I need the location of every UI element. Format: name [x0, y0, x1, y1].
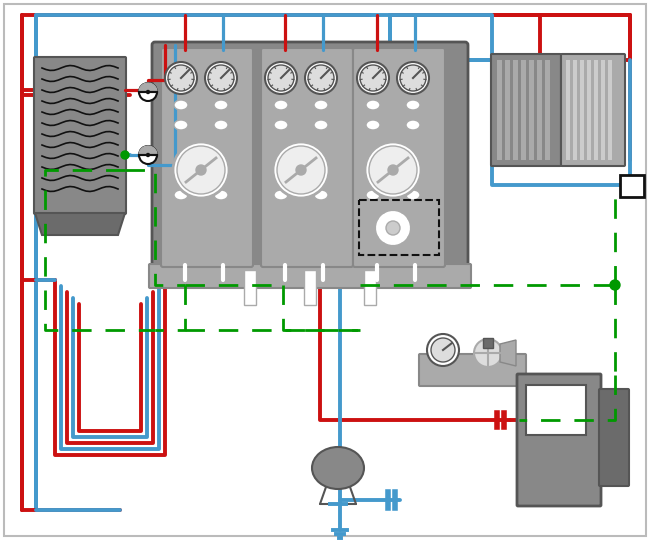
- Circle shape: [146, 91, 150, 93]
- Circle shape: [205, 62, 237, 94]
- Circle shape: [265, 62, 297, 94]
- Circle shape: [427, 334, 459, 366]
- Polygon shape: [139, 83, 157, 92]
- Ellipse shape: [274, 100, 288, 110]
- Ellipse shape: [314, 190, 328, 200]
- Polygon shape: [139, 146, 157, 155]
- FancyBboxPatch shape: [34, 57, 126, 214]
- Bar: [608, 60, 612, 160]
- Circle shape: [268, 65, 294, 91]
- FancyBboxPatch shape: [152, 42, 468, 273]
- Circle shape: [165, 62, 197, 94]
- FancyBboxPatch shape: [419, 354, 526, 386]
- Circle shape: [400, 65, 426, 91]
- Ellipse shape: [366, 190, 380, 200]
- Circle shape: [121, 151, 129, 159]
- Ellipse shape: [366, 170, 380, 180]
- Bar: [364, 270, 376, 305]
- Bar: [521, 60, 526, 160]
- Ellipse shape: [312, 447, 364, 489]
- Ellipse shape: [174, 100, 188, 110]
- Circle shape: [431, 338, 455, 362]
- Ellipse shape: [174, 170, 188, 180]
- Bar: [526, 385, 586, 435]
- Ellipse shape: [406, 100, 420, 110]
- Circle shape: [196, 165, 206, 175]
- Ellipse shape: [214, 190, 228, 200]
- Polygon shape: [35, 213, 125, 235]
- Ellipse shape: [406, 120, 420, 130]
- Bar: [505, 60, 510, 160]
- Bar: [513, 60, 518, 160]
- Circle shape: [357, 62, 389, 94]
- Bar: [483, 338, 493, 348]
- Bar: [244, 270, 256, 305]
- FancyBboxPatch shape: [599, 389, 629, 486]
- Circle shape: [277, 146, 325, 194]
- Circle shape: [273, 142, 329, 198]
- Bar: [537, 60, 542, 160]
- Ellipse shape: [406, 170, 420, 180]
- Ellipse shape: [214, 170, 228, 180]
- Circle shape: [397, 62, 429, 94]
- Circle shape: [146, 153, 150, 157]
- Circle shape: [386, 221, 400, 235]
- Ellipse shape: [366, 120, 380, 130]
- Bar: [359, 200, 439, 255]
- FancyBboxPatch shape: [261, 48, 353, 267]
- Ellipse shape: [174, 190, 188, 200]
- Bar: [620, 175, 644, 197]
- Bar: [529, 60, 534, 160]
- FancyBboxPatch shape: [149, 264, 471, 288]
- Bar: [545, 60, 550, 160]
- Bar: [566, 60, 570, 160]
- Bar: [580, 60, 584, 160]
- Ellipse shape: [314, 120, 328, 130]
- Ellipse shape: [314, 170, 328, 180]
- Circle shape: [139, 83, 157, 101]
- Circle shape: [208, 65, 234, 91]
- FancyBboxPatch shape: [561, 54, 625, 166]
- Bar: [304, 270, 316, 305]
- Ellipse shape: [274, 120, 288, 130]
- Circle shape: [369, 146, 417, 194]
- Ellipse shape: [174, 120, 188, 130]
- Ellipse shape: [274, 170, 288, 180]
- Polygon shape: [500, 340, 516, 366]
- Ellipse shape: [406, 190, 420, 200]
- Bar: [587, 60, 591, 160]
- FancyBboxPatch shape: [161, 48, 253, 267]
- Ellipse shape: [314, 100, 328, 110]
- Circle shape: [360, 65, 386, 91]
- Ellipse shape: [274, 190, 288, 200]
- Circle shape: [474, 339, 502, 367]
- FancyBboxPatch shape: [517, 374, 601, 506]
- Circle shape: [365, 142, 421, 198]
- Bar: [497, 60, 502, 160]
- Bar: [573, 60, 577, 160]
- Circle shape: [388, 165, 398, 175]
- Ellipse shape: [214, 120, 228, 130]
- Circle shape: [177, 146, 225, 194]
- Circle shape: [173, 142, 229, 198]
- FancyBboxPatch shape: [491, 54, 561, 166]
- Bar: [594, 60, 598, 160]
- Ellipse shape: [366, 100, 380, 110]
- Circle shape: [296, 165, 306, 175]
- Circle shape: [308, 65, 334, 91]
- Circle shape: [610, 280, 620, 290]
- Circle shape: [139, 146, 157, 164]
- Circle shape: [305, 62, 337, 94]
- Circle shape: [375, 210, 411, 246]
- Bar: [601, 60, 605, 160]
- Circle shape: [168, 65, 194, 91]
- FancyBboxPatch shape: [353, 48, 445, 267]
- Ellipse shape: [214, 100, 228, 110]
